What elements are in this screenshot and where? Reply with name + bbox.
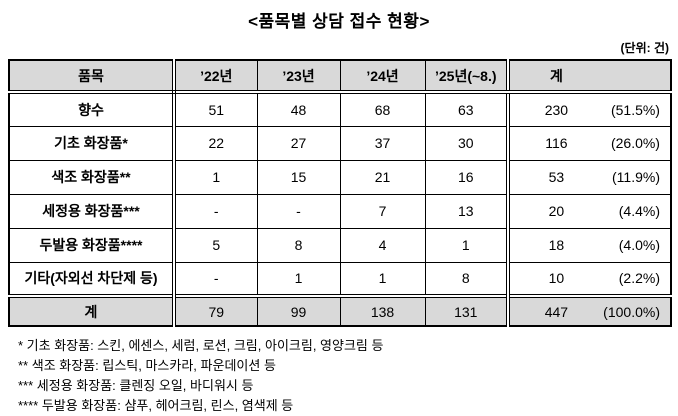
- total-cell: 18 (4.0%): [506, 227, 672, 263]
- value-cell: -: [173, 193, 258, 229]
- value-cell: 37: [339, 125, 426, 161]
- item-cell: 향수: [8, 91, 176, 127]
- total-percent: (4.4%): [618, 203, 660, 219]
- value-cell: 8: [424, 261, 509, 297]
- total-count: 10: [548, 270, 565, 287]
- total-cell: 116 (26.0%): [506, 125, 672, 161]
- table-row-perfume: 향수 51 48 68 63 230 (51.5%): [8, 91, 672, 127]
- total-percent: (26.0%): [610, 135, 660, 151]
- total-percent: (4.0%): [618, 237, 660, 253]
- value-cell: 1: [339, 261, 426, 297]
- total-percent: (51.5%): [610, 101, 660, 118]
- footnote-cleansing: *** 세정용 화장품: 클렌징 오일, 바디워시 등: [18, 378, 254, 393]
- item-cell: 기초 화장품*: [8, 125, 176, 161]
- footnote-basic: * 기초 화장품: 스킨, 에센스, 세럼, 로션, 크림, 아이크림, 영양크…: [18, 338, 384, 353]
- value-cell: 48: [256, 91, 341, 127]
- consultation-table: 품목 ’22년 ’23년 ’24년 ’25년(~8.) 계 향수 51 48 6…: [8, 59, 672, 327]
- item-cell: 기타(자외선 차단제 등): [8, 261, 176, 297]
- value-cell: 13: [424, 193, 509, 229]
- total-cell: 10 (2.2%): [506, 261, 672, 297]
- value-cell: 1: [173, 159, 258, 195]
- item-cell: 세정용 화장품***: [8, 193, 176, 229]
- table-row-basic-cosmetics: 기초 화장품* 22 27 37 30 116 (26.0%): [8, 125, 672, 161]
- col-header-total: 계: [506, 59, 672, 94]
- footnote-color: ** 색조 화장품: 립스틱, 마스카라, 파운데이션 등: [18, 358, 276, 373]
- footnotes: * 기초 화장품: 스킨, 에센스, 세럼, 로션, 크림, 아이크림, 영양크…: [18, 336, 678, 416]
- value-cell: -: [256, 193, 341, 229]
- table-row-grand-total: 계 79 99 138 131 447 (100.0%): [8, 294, 672, 327]
- table-row-hair-cosmetics: 두발용 화장품**** 5 8 4 1 18 (4.0%): [8, 227, 672, 263]
- page-title: <품목별 상담 접수 현황>: [248, 12, 430, 31]
- value-cell: 5: [173, 227, 258, 263]
- value-cell: 8: [256, 227, 341, 263]
- value-cell: 131: [424, 294, 509, 327]
- value-cell: 1: [256, 261, 341, 297]
- col-header-2022: ’22년: [173, 59, 258, 94]
- table-row-cleansing-cosmetics: 세정용 화장품*** - - 7 13 20 (4.4%): [8, 193, 672, 229]
- value-cell: 15: [256, 159, 341, 195]
- col-header-item: 품목: [8, 59, 176, 94]
- value-cell: 27: [256, 125, 341, 161]
- total-count: 116: [545, 135, 568, 151]
- value-cell: 79: [173, 294, 258, 327]
- value-cell: 63: [424, 91, 509, 127]
- col-header-2025: ’25년(~8.): [424, 59, 509, 94]
- total-cell: 447 (100.0%): [506, 294, 672, 327]
- value-cell: 138: [339, 294, 426, 327]
- value-cell: 7: [339, 193, 426, 229]
- value-cell: 99: [256, 294, 341, 327]
- total-percent: (11.9%): [612, 169, 660, 185]
- value-cell: 4: [339, 227, 426, 263]
- total-cell: 53 (11.9%): [506, 159, 672, 195]
- value-cell: 21: [339, 159, 426, 195]
- grand-total-label: 계: [8, 294, 176, 327]
- total-percent: (2.2%): [618, 270, 660, 287]
- footnote-hair: **** 두발용 화장품: 샴푸, 헤어크림, 린스, 염색제 등: [18, 398, 294, 413]
- table-row-color-cosmetics: 색조 화장품** 1 15 21 16 53 (11.9%): [8, 159, 672, 195]
- total-cell: 20 (4.4%): [506, 193, 672, 229]
- col-header-2023: ’23년: [256, 59, 341, 94]
- value-cell: 1: [424, 227, 509, 263]
- unit-note: (단위: 건): [620, 41, 669, 55]
- value-cell: -: [173, 261, 258, 297]
- value-cell: 30: [424, 125, 509, 161]
- value-cell: 51: [173, 91, 258, 127]
- total-count: 447: [544, 303, 569, 320]
- value-cell: 22: [173, 125, 258, 161]
- total-cell: 230 (51.5%): [506, 91, 672, 127]
- col-header-total-label: 계: [549, 67, 563, 84]
- value-cell: 16: [424, 159, 509, 195]
- item-cell: 색조 화장품**: [8, 159, 176, 195]
- total-percent: (100.0%): [603, 303, 660, 320]
- col-header-2024: ’24년: [339, 59, 426, 94]
- total-count: 230: [544, 101, 569, 118]
- total-count: 53: [548, 169, 565, 185]
- total-count: 20: [548, 203, 565, 219]
- table-row-etc: 기타(자외선 차단제 등) - 1 1 8 10 (2.2%): [8, 261, 672, 297]
- header-row: 품목 ’22년 ’23년 ’24년 ’25년(~8.) 계: [8, 59, 672, 94]
- item-cell: 두발용 화장품****: [8, 227, 176, 263]
- value-cell: 68: [339, 91, 426, 127]
- total-count: 18: [548, 237, 565, 253]
